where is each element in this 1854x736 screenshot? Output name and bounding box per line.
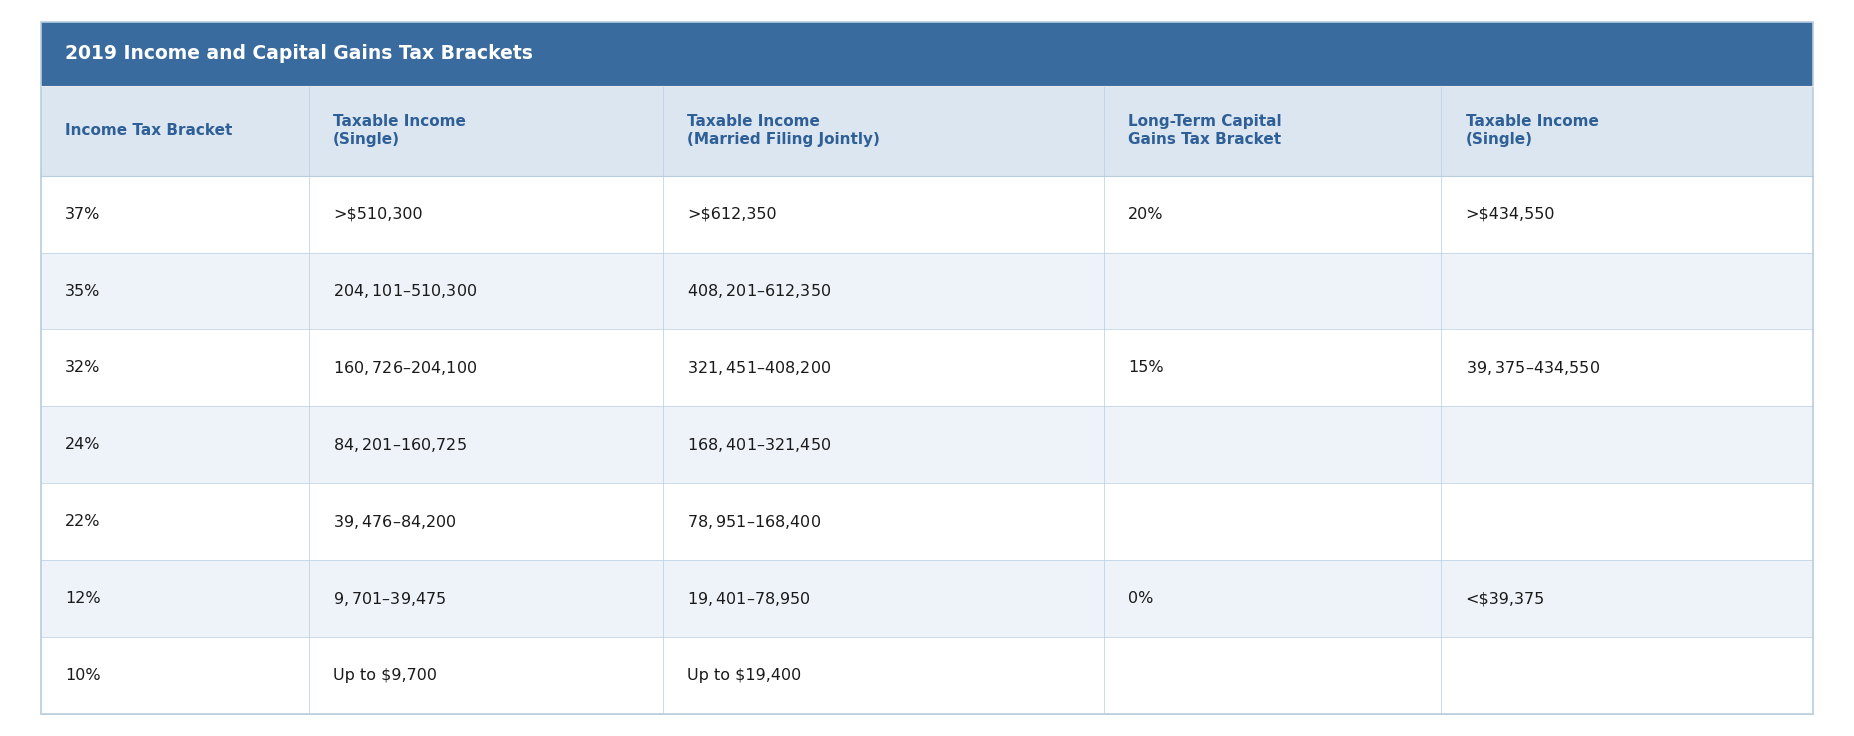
Bar	[41, 484, 1813, 560]
Text: $39,375–$434,550: $39,375–$434,550	[1465, 359, 1600, 377]
Text: $160,726–$204,100: $160,726–$204,100	[334, 359, 476, 377]
Text: 20%: 20%	[1129, 207, 1164, 222]
Text: $204,101–$510,300: $204,101–$510,300	[334, 282, 476, 300]
Text: <$39,375: <$39,375	[1465, 591, 1544, 606]
Text: 37%: 37%	[65, 207, 100, 222]
Text: 32%: 32%	[65, 361, 100, 375]
Text: $321,451–$408,200: $321,451–$408,200	[688, 359, 832, 377]
Text: Income Tax Bracket: Income Tax Bracket	[65, 123, 232, 138]
Text: $84,201–$160,725: $84,201–$160,725	[334, 436, 467, 454]
Bar	[41, 637, 1813, 714]
Text: 24%: 24%	[65, 437, 100, 453]
Text: Taxable Income
(Single): Taxable Income (Single)	[1465, 115, 1598, 147]
Text: Taxable Income
(Married Filing Jointly): Taxable Income (Married Filing Jointly)	[688, 115, 881, 147]
Text: 0%: 0%	[1129, 591, 1153, 606]
Text: 10%: 10%	[65, 668, 100, 683]
Text: Up to $9,700: Up to $9,700	[334, 668, 438, 683]
Text: Taxable Income
(Single): Taxable Income (Single)	[334, 115, 465, 147]
Text: 12%: 12%	[65, 591, 100, 606]
Text: 15%: 15%	[1129, 361, 1164, 375]
Text: 2019 Income and Capital Gains Tax Brackets: 2019 Income and Capital Gains Tax Bracke…	[65, 44, 532, 63]
Text: >$434,550: >$434,550	[1465, 207, 1556, 222]
Bar	[41, 252, 1813, 330]
Bar	[41, 560, 1813, 637]
Text: 35%: 35%	[65, 283, 100, 299]
Bar	[41, 22, 1813, 85]
Text: Long-Term Capital
Gains Tax Bracket: Long-Term Capital Gains Tax Bracket	[1129, 115, 1281, 147]
Text: 22%: 22%	[65, 514, 100, 529]
Text: $19,401–$78,950: $19,401–$78,950	[688, 590, 812, 608]
Text: $9,701–$39,475: $9,701–$39,475	[334, 590, 447, 608]
Text: $39,476–$84,200: $39,476–$84,200	[334, 513, 456, 531]
Text: $78,951–$168,400: $78,951–$168,400	[688, 513, 821, 531]
Text: Up to $19,400: Up to $19,400	[688, 668, 801, 683]
Text: $168,401–$321,450: $168,401–$321,450	[688, 436, 832, 454]
Text: >$510,300: >$510,300	[334, 207, 423, 222]
Bar	[41, 176, 1813, 252]
Bar	[41, 330, 1813, 406]
Bar	[41, 406, 1813, 484]
Text: >$612,350: >$612,350	[688, 207, 777, 222]
Bar	[41, 85, 1813, 176]
Text: $408,201–$612,350: $408,201–$612,350	[688, 282, 832, 300]
